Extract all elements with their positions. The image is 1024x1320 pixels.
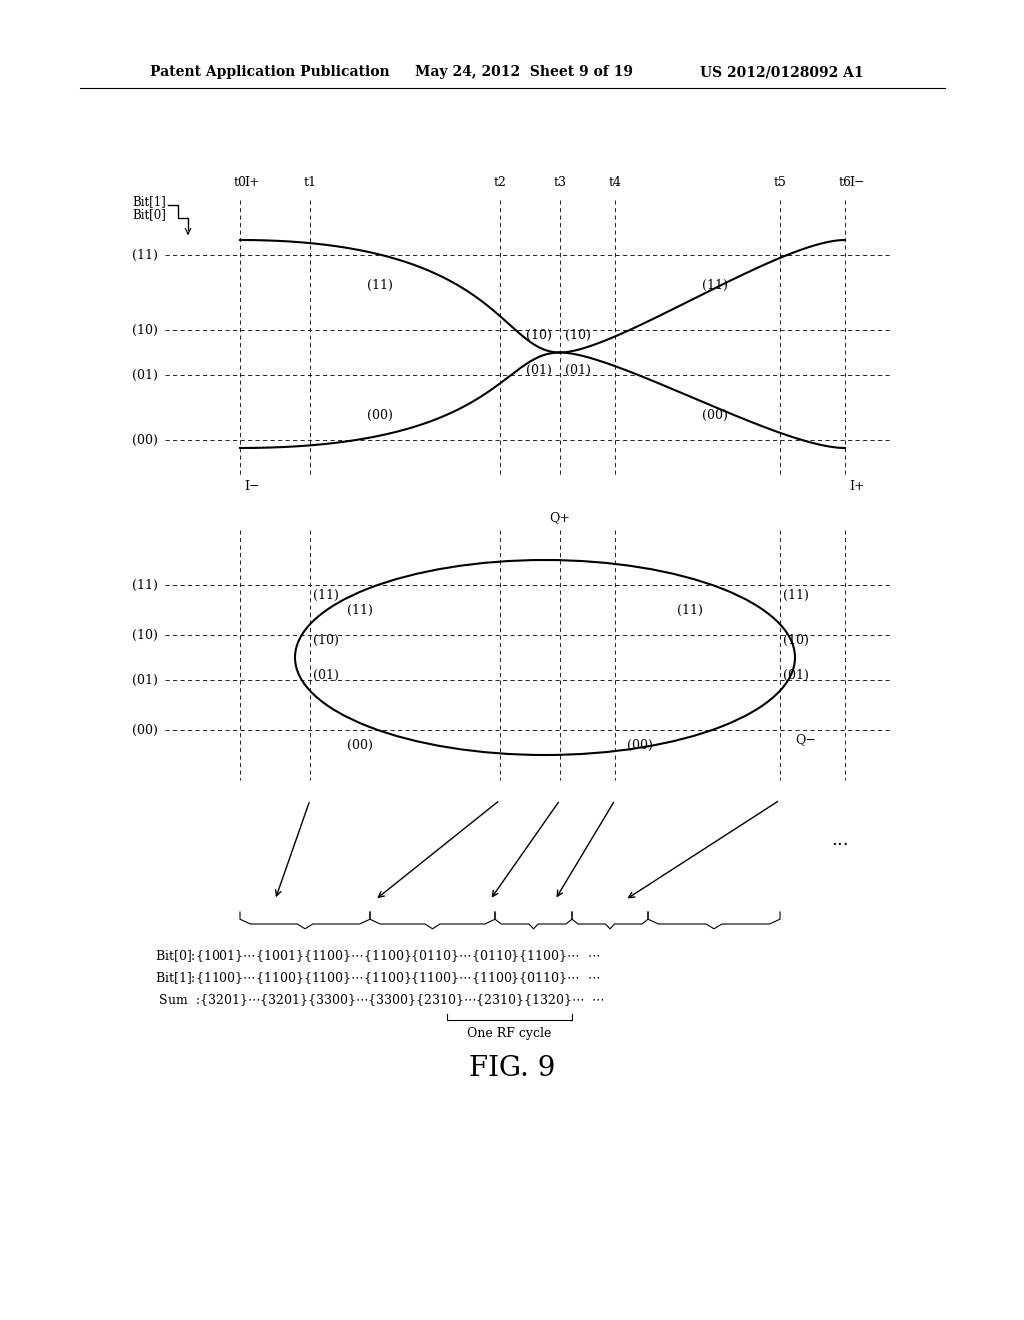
- Text: US 2012/0128092 A1: US 2012/0128092 A1: [700, 65, 863, 79]
- Text: t1: t1: [303, 176, 316, 189]
- Text: (00): (00): [367, 408, 393, 421]
- Text: I−: I−: [849, 176, 864, 189]
- Text: (10): (10): [783, 634, 809, 647]
- Text: I−: I−: [244, 480, 259, 494]
- Text: (00): (00): [132, 433, 158, 446]
- Text: (11): (11): [702, 279, 728, 292]
- Text: (00): (00): [627, 738, 653, 751]
- Text: (11): (11): [677, 603, 702, 616]
- Text: Sum  :{3201}$\cdots${3201}{3300}$\cdots${3300}{2310}$\cdots${2310}{1320}$\cdots$: Sum :{3201}$\cdots${3201}{3300}$\cdots${…: [155, 993, 604, 1008]
- Text: (11): (11): [313, 589, 339, 602]
- Text: (10): (10): [132, 628, 158, 642]
- Text: t6: t6: [839, 176, 852, 189]
- Text: Bit[1]: Bit[1]: [132, 195, 166, 209]
- Text: t0: t0: [233, 176, 247, 189]
- Text: Bit[0]:{1001}$\cdots${1001}{1100}$\cdots${1100}{0110}$\cdots${0110}{1100}$\cdots: Bit[0]:{1001}$\cdots${1001}{1100}$\cdots…: [155, 948, 600, 964]
- Text: (11): (11): [132, 248, 158, 261]
- Text: FIG. 9: FIG. 9: [469, 1056, 555, 1082]
- Text: I+: I+: [244, 176, 260, 189]
- Text: (01): (01): [565, 363, 591, 376]
- Text: Patent Application Publication: Patent Application Publication: [150, 65, 389, 79]
- Text: Bit[0]: Bit[0]: [132, 209, 166, 222]
- Text: (01): (01): [526, 363, 552, 376]
- Text: t2: t2: [494, 176, 507, 189]
- Text: (11): (11): [347, 603, 373, 616]
- Text: (10): (10): [132, 323, 158, 337]
- Text: (00): (00): [702, 408, 728, 421]
- Text: (10): (10): [313, 634, 339, 647]
- Text: (00): (00): [347, 738, 373, 751]
- Text: (11): (11): [367, 279, 393, 292]
- Text: (10): (10): [565, 329, 591, 342]
- Text: (11): (11): [783, 589, 809, 602]
- Text: Bit[1]:{1100}$\cdots${1100}{1100}$\cdots${1100}{1100}$\cdots${1100}{0110}$\cdots: Bit[1]:{1100}$\cdots${1100}{1100}$\cdots…: [155, 970, 600, 986]
- Text: t5: t5: [773, 176, 786, 189]
- Text: (11): (11): [132, 578, 158, 591]
- Text: May 24, 2012  Sheet 9 of 19: May 24, 2012 Sheet 9 of 19: [415, 65, 633, 79]
- Text: (00): (00): [132, 723, 158, 737]
- Text: One RF cycle: One RF cycle: [467, 1027, 552, 1040]
- Text: (01): (01): [783, 668, 809, 681]
- Text: (01): (01): [132, 673, 158, 686]
- Text: (01): (01): [313, 668, 339, 681]
- Text: (10): (10): [526, 329, 552, 342]
- Text: ...: ...: [831, 832, 849, 849]
- Text: Q+: Q+: [550, 511, 570, 524]
- Text: t4: t4: [608, 176, 622, 189]
- Text: I+: I+: [849, 480, 864, 494]
- Text: t3: t3: [554, 176, 566, 189]
- Text: Q−: Q−: [795, 734, 816, 747]
- Text: (01): (01): [132, 368, 158, 381]
